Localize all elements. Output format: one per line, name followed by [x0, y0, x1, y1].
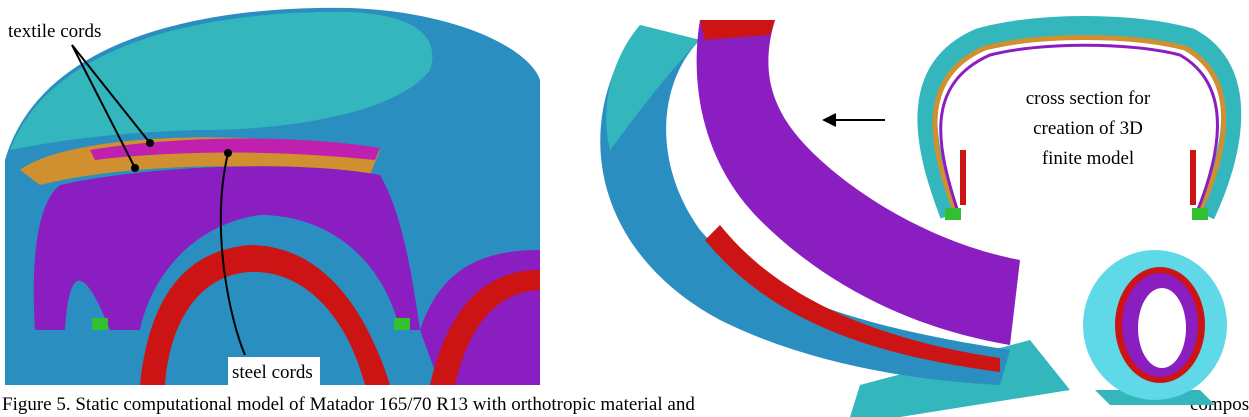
leader-dot	[131, 164, 139, 172]
section-bead	[945, 208, 961, 220]
section-apex	[960, 150, 966, 205]
label-steel-cords: steel cords	[232, 362, 313, 383]
bead-core	[394, 318, 410, 330]
label-cross-section: finite model	[1042, 148, 1134, 169]
full-tire	[1083, 250, 1227, 405]
arrow-head	[822, 113, 836, 127]
tire-segment	[600, 20, 1070, 417]
section-apex	[1190, 150, 1196, 205]
bead-core	[92, 318, 108, 330]
label-cross-section: creation of 3D	[1033, 118, 1143, 139]
figure: Figure 5. Static computational model of …	[0, 0, 1249, 417]
label-textile-cords: textile cords	[8, 21, 101, 42]
leader-dot	[146, 139, 154, 147]
label-cross-section: cross section for	[1026, 88, 1151, 109]
tire-cutaway	[5, 8, 540, 385]
caption: Figure 5. Static computational model of …	[2, 394, 695, 415]
leader-dot	[224, 149, 232, 157]
section-bead	[1192, 208, 1208, 220]
tire-hole	[1138, 288, 1186, 368]
